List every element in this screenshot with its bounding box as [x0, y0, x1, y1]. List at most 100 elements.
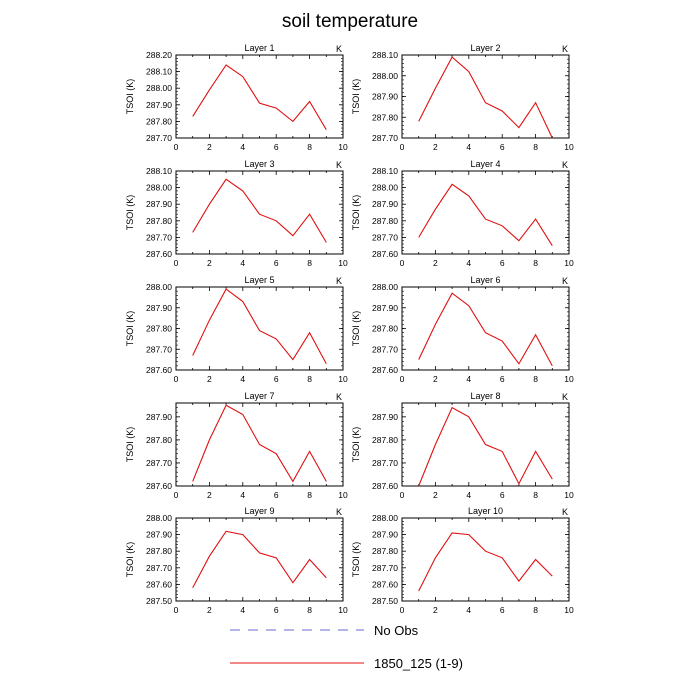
panel-title: Layer 2	[470, 43, 500, 53]
x-tick-label: 8	[533, 374, 538, 384]
x-tick-label: 2	[433, 258, 438, 268]
x-tick-label: 6	[274, 490, 279, 500]
x-tick-label: 2	[433, 605, 438, 615]
x-tick-label: 8	[307, 142, 312, 152]
y-tick-label: 287.90	[146, 412, 172, 422]
x-tick-label: 0	[400, 374, 405, 384]
plot-frame	[175, 517, 344, 602]
y-tick-label: 287.60	[146, 365, 172, 375]
x-tick-label: 10	[564, 605, 574, 615]
y-tick-label: 288.00	[372, 282, 398, 292]
plot-frame	[401, 286, 570, 371]
y-tick-label: 287.70	[146, 563, 172, 573]
series-line	[418, 532, 553, 592]
units-label: K	[336, 160, 342, 170]
y-tick-label: 287.60	[146, 579, 172, 589]
panel-layer-3: Layer 3 K TSOI (K) 0 2 4 6 8 10 287.60 287.70 287.8…	[125, 159, 348, 268]
series-line	[418, 406, 553, 487]
y-tick-label: 288.00	[146, 183, 172, 193]
x-tick-label: 10	[338, 490, 348, 500]
units-label: K	[336, 507, 342, 517]
y-tick-label: 287.80	[372, 324, 398, 334]
y-tick-label: 287.50	[372, 596, 398, 606]
legend: No Obs 1850_125 (1-9)	[230, 623, 463, 671]
y-axis-label: TSOI (K)	[351, 79, 361, 115]
x-tick-label: 2	[433, 142, 438, 152]
y-tick-label: 288.10	[372, 50, 398, 60]
series-line	[418, 183, 553, 246]
y-tick-label: 288.00	[146, 513, 172, 523]
y-tick-label: 287.80	[372, 546, 398, 556]
x-tick-label: 10	[564, 258, 574, 268]
panel-layer-2: Layer 2 K TSOI (K) 0 2 4 6 8 10 287.70 287.80 287.9…	[351, 43, 574, 152]
plot-frame	[175, 54, 344, 139]
y-tick-label: 287.70	[372, 563, 398, 573]
y-tick-label: 287.70	[146, 232, 172, 242]
panel-title: Layer 9	[244, 506, 274, 516]
y-axis-label: TSOI (K)	[125, 427, 135, 463]
y-tick-label: 287.60	[372, 365, 398, 375]
y-tick-label: 287.90	[146, 100, 172, 110]
y-tick-label: 288.10	[146, 67, 172, 77]
x-tick-label: 8	[307, 374, 312, 384]
y-tick-label: 287.80	[146, 324, 172, 334]
units-label: K	[336, 44, 342, 54]
x-tick-label: 10	[338, 258, 348, 268]
y-tick-label: 288.00	[146, 83, 172, 93]
series-line	[192, 530, 327, 588]
units-label: K	[562, 507, 568, 517]
y-tick-label: 287.80	[146, 546, 172, 556]
x-tick-label: 6	[274, 374, 279, 384]
x-tick-label: 2	[207, 374, 212, 384]
x-tick-label: 0	[174, 490, 179, 500]
series-line	[418, 56, 553, 139]
y-tick-label: 287.70	[372, 133, 398, 143]
panel-layer-5: Layer 5 K TSOI (K) 0 2 4 6 8 10 287.60 287.70 287.8…	[125, 275, 348, 384]
panel-title: Layer 5	[244, 275, 274, 285]
units-label: K	[562, 44, 568, 54]
panel-grid: Layer 1 K TSOI (K) 0 2 4 6 8 10 287.70 287.80 287.9…	[125, 43, 574, 615]
x-tick-label: 4	[466, 490, 471, 500]
units-label: K	[336, 392, 342, 402]
x-tick-label: 10	[338, 142, 348, 152]
x-tick-label: 10	[338, 605, 348, 615]
panel-layer-1: Layer 1 K TSOI (K) 0 2 4 6 8 10 287.70 287.80 287.9…	[125, 43, 348, 152]
series-line	[192, 178, 327, 243]
plot-frame	[175, 286, 344, 371]
x-tick-label: 8	[533, 490, 538, 500]
panel-layer-10: Layer 10 K TSOI (K) 0 2 4 6 8 10 287.50 287.60 287.…	[351, 506, 574, 615]
x-tick-label: 4	[240, 258, 245, 268]
panel-title: Layer 7	[244, 391, 274, 401]
figure-title: soil temperature	[282, 11, 418, 32]
x-tick-label: 0	[400, 258, 405, 268]
x-tick-label: 8	[307, 258, 312, 268]
x-tick-label: 0	[174, 258, 179, 268]
y-tick-label: 287.90	[146, 199, 172, 209]
x-tick-label: 0	[400, 490, 405, 500]
y-tick-label: 287.80	[146, 116, 172, 126]
x-tick-label: 6	[274, 605, 279, 615]
plot-frame	[401, 517, 570, 602]
plot-frame	[401, 54, 570, 139]
y-tick-label: 287.70	[372, 344, 398, 354]
panel-title: Layer 6	[470, 275, 500, 285]
x-tick-label: 6	[500, 258, 505, 268]
x-tick-label: 10	[564, 142, 574, 152]
y-axis-label: TSOI (K)	[351, 427, 361, 463]
plot-frame	[175, 170, 344, 255]
x-tick-label: 4	[466, 142, 471, 152]
x-tick-label: 4	[240, 490, 245, 500]
x-tick-label: 4	[466, 374, 471, 384]
x-tick-label: 2	[207, 490, 212, 500]
panel-layer-6: Layer 6 K TSOI (K) 0 2 4 6 8 10 287.60 287.70 287.8…	[351, 275, 574, 384]
y-tick-label: 287.80	[372, 435, 398, 445]
y-tick-label: 287.90	[372, 412, 398, 422]
x-tick-label: 4	[240, 142, 245, 152]
y-tick-label: 288.10	[372, 166, 398, 176]
y-tick-label: 287.80	[146, 216, 172, 226]
x-tick-label: 6	[274, 258, 279, 268]
y-tick-label: 287.60	[146, 249, 172, 259]
y-tick-label: 287.90	[372, 199, 398, 209]
legend-label-2: 1850_125 (1-9)	[374, 656, 463, 671]
